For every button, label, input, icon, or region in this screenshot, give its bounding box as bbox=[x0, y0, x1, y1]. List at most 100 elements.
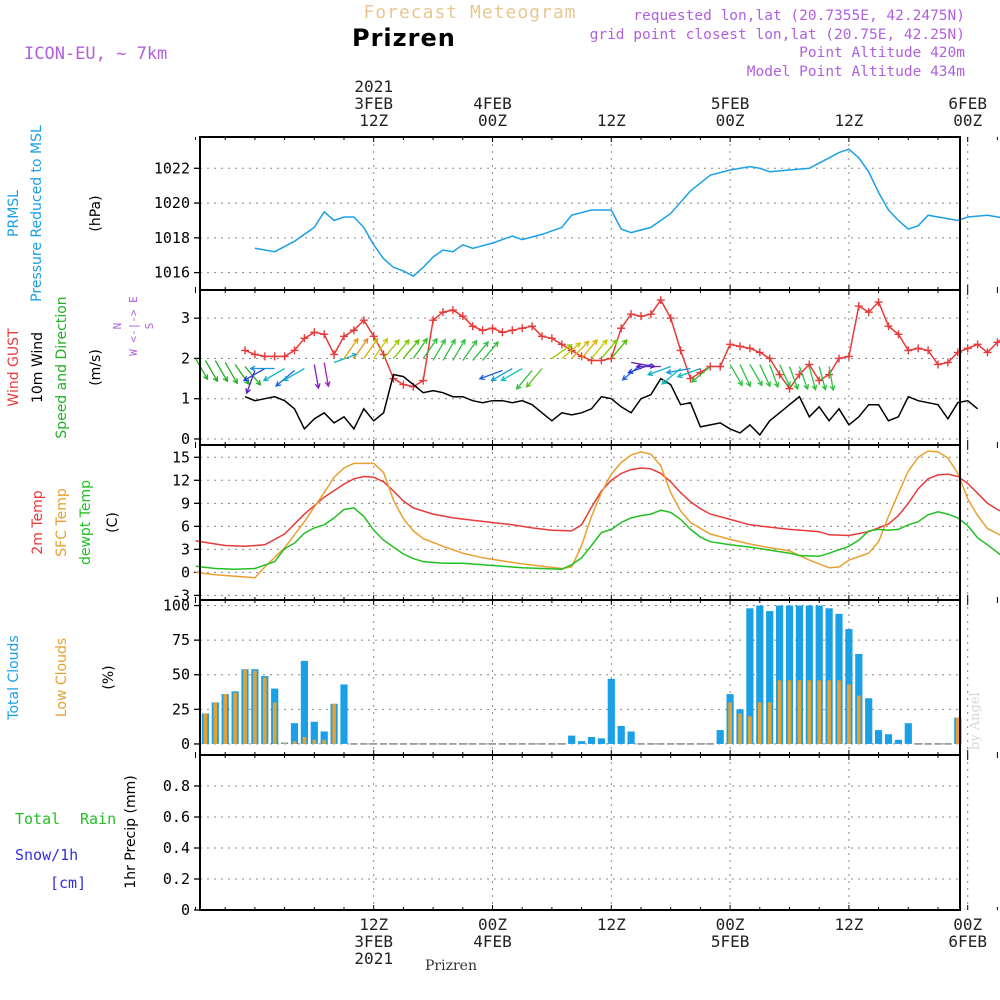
series-line-sfc-temp bbox=[195, 450, 1000, 579]
bar-low-clouds bbox=[243, 669, 247, 744]
gust-marker bbox=[676, 346, 685, 355]
gust-marker bbox=[854, 302, 863, 311]
bar-total-clouds bbox=[607, 678, 615, 744]
time-label-top: 12Z bbox=[597, 111, 626, 130]
y-tick-label: 0.2 bbox=[163, 870, 190, 888]
bar-low-clouds bbox=[282, 742, 287, 744]
gust-marker bbox=[468, 322, 477, 331]
gust-marker bbox=[448, 306, 457, 315]
y-tick-label: 0.4 bbox=[163, 839, 190, 857]
wind-arrow bbox=[571, 340, 590, 359]
requested-coords: requested lon,lat (20.7355E, 42.2475N) bbox=[633, 8, 965, 24]
wind-arrow bbox=[249, 365, 275, 372]
wind-arrow bbox=[759, 364, 771, 388]
wind-arrow bbox=[432, 338, 446, 361]
time-label-top: 3FEB bbox=[354, 94, 393, 113]
series-line-pressure bbox=[254, 148, 1000, 278]
panel-label: SFC Temp bbox=[54, 488, 70, 557]
bar-low-clouds bbox=[253, 670, 257, 744]
wind-arrow bbox=[482, 341, 499, 361]
bar-low-clouds bbox=[223, 694, 227, 744]
bar-low-clouds bbox=[322, 739, 326, 744]
wind-arrow bbox=[242, 367, 266, 382]
y-tick-label: 0.6 bbox=[163, 808, 190, 826]
bar-total-clouds bbox=[766, 611, 774, 744]
panel-wind: 0 1 2 3 Wind GUST 10m Wind Speed and Direction… bbox=[6, 289, 1000, 448]
gust-marker bbox=[498, 328, 507, 337]
panel-frame bbox=[199, 444, 961, 601]
gust-marker bbox=[607, 354, 616, 363]
wind-arrow bbox=[353, 337, 369, 359]
y-tick-label: 75 bbox=[172, 631, 190, 649]
bar-low-clouds bbox=[767, 702, 772, 744]
point-altitude: Point Altitude 420m bbox=[799, 45, 965, 61]
y-tick-label: 2 bbox=[181, 349, 190, 367]
y-tick-label: 1016 bbox=[154, 264, 190, 282]
y-tick-label: 0 bbox=[181, 735, 190, 753]
wind-arrow bbox=[373, 337, 389, 359]
gust-marker bbox=[478, 326, 487, 335]
wind-arrow bbox=[343, 337, 359, 359]
bar-total-clouds bbox=[320, 731, 328, 744]
time-label-top: 00Z bbox=[953, 111, 982, 130]
bar-total-clouds bbox=[716, 730, 724, 744]
gust-marker bbox=[241, 346, 249, 355]
gust-marker bbox=[300, 334, 309, 343]
gust-marker bbox=[270, 352, 279, 361]
wind-arrow bbox=[472, 341, 489, 361]
gust-marker bbox=[716, 362, 725, 371]
gust-marker bbox=[646, 310, 655, 319]
model-altitude: Model Point Altitude 434m bbox=[746, 64, 965, 80]
bar-total-clouds bbox=[875, 730, 883, 744]
wind-arrow bbox=[323, 362, 331, 388]
time-label-top: 2021 bbox=[354, 77, 393, 96]
bar-low-clouds bbox=[847, 684, 851, 744]
gust-marker bbox=[706, 362, 715, 371]
bar-low-clouds bbox=[292, 741, 297, 744]
time-label-bottom: 00Z bbox=[716, 915, 745, 934]
wind-arrow bbox=[818, 366, 828, 391]
y-tick-label: 1022 bbox=[154, 159, 190, 177]
time-label-bottom: 2021 bbox=[354, 949, 393, 968]
bar-low-clouds bbox=[728, 702, 732, 744]
bar-low-clouds bbox=[797, 680, 802, 744]
compass-s: S bbox=[143, 323, 156, 330]
panel-label: Low Clouds bbox=[54, 638, 70, 717]
gust-marker bbox=[934, 360, 942, 369]
bar-low-clouds bbox=[738, 713, 742, 744]
y-tick-label: 1018 bbox=[154, 229, 190, 247]
bar-total-clouds bbox=[627, 731, 635, 744]
gust-marker bbox=[656, 296, 665, 305]
gust-marker bbox=[359, 316, 368, 325]
wind-arrow bbox=[515, 370, 533, 390]
gust-marker bbox=[963, 344, 972, 353]
time-label-top: 00Z bbox=[716, 111, 745, 130]
compass-we: W <-|-> E bbox=[127, 296, 140, 356]
y-tick-label: 6 bbox=[181, 517, 190, 535]
wind-arrow bbox=[500, 367, 523, 382]
wind-arrow bbox=[262, 367, 285, 382]
gust-marker bbox=[538, 332, 546, 341]
gust-marker bbox=[666, 314, 675, 323]
gust-marker bbox=[924, 346, 933, 355]
wind-arrow bbox=[224, 362, 238, 385]
bar-low-clouds bbox=[837, 680, 841, 744]
time-label-top: 12Z bbox=[359, 111, 388, 130]
wind-arrow bbox=[591, 339, 608, 359]
panel-label: 10m Wind bbox=[30, 332, 46, 403]
gust-marker bbox=[577, 352, 586, 361]
gust-marker bbox=[874, 298, 883, 307]
panel-label: Wind GUST bbox=[6, 328, 22, 407]
time-label-bottom: 6FEB bbox=[948, 932, 987, 951]
series-line-2m-temp bbox=[195, 467, 1000, 548]
time-label-bottom: 4FEB bbox=[473, 932, 512, 951]
bar-total-clouds bbox=[815, 605, 823, 744]
gust-marker bbox=[399, 380, 408, 389]
panel-frame bbox=[199, 754, 961, 911]
time-label-bottom: 00Z bbox=[953, 915, 982, 934]
gust-marker bbox=[320, 330, 329, 339]
gust-marker bbox=[825, 370, 834, 379]
time-label-top: 6FEB bbox=[948, 94, 987, 113]
wind-arrow bbox=[828, 366, 836, 392]
bar-low-clouds bbox=[213, 702, 218, 744]
